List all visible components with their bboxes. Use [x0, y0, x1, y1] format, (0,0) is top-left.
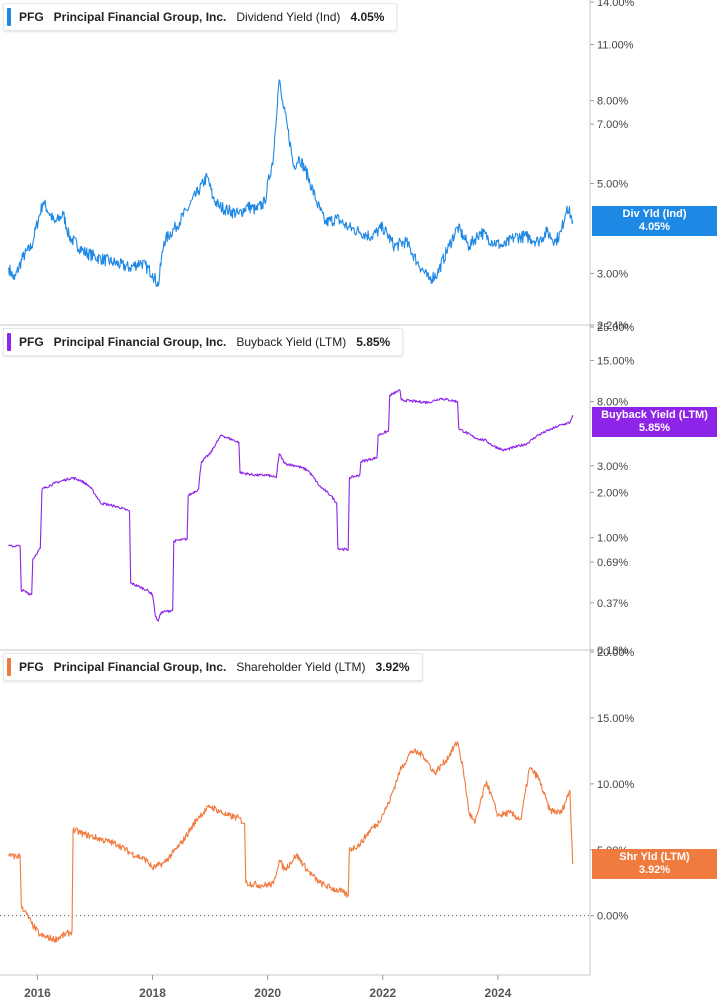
y-tick-label: 25.00% — [597, 322, 635, 334]
legend-ticker: PFG — [19, 335, 44, 349]
legend-swatch — [7, 333, 11, 351]
last-value-tag-dividend: Div Yld (Ind) 4.05% — [592, 205, 717, 236]
y-tick-label: 5.00% — [597, 178, 628, 190]
x-tick-label: 2024 — [485, 986, 512, 1000]
y-tick-label: 15.00% — [597, 355, 635, 367]
legend-value: 5.85% — [356, 335, 391, 349]
y-tick-label: 10.00% — [597, 779, 635, 791]
tag-label: Buyback Yield (LTM) — [601, 409, 708, 422]
x-tick-label: 2016 — [24, 986, 51, 1000]
y-tick-label: 7.00% — [597, 119, 628, 131]
legend-metric: Shareholder Yield (LTM) — [236, 660, 366, 674]
legend-company: Principal Financial Group, Inc. — [53, 10, 227, 24]
legend-dividend-yield: PFG Principal Financial Group, Inc. Divi… — [3, 3, 398, 31]
legend-company: Principal Financial Group, Inc. — [53, 660, 227, 674]
y-tick-label: 0.69% — [597, 557, 628, 569]
tag-value: 4.05% — [638, 220, 671, 233]
y-tick-label: 14.00% — [597, 0, 635, 9]
x-tick-label: 2018 — [139, 986, 166, 1000]
y-tick-label: 3.00% — [597, 269, 628, 281]
y-tick-label: 11.00% — [597, 40, 634, 52]
x-tick-label: 2020 — [254, 986, 281, 1000]
x-tick-label: 2022 — [369, 986, 396, 1000]
legend-buyback-yield: PFG Principal Financial Group, Inc. Buyb… — [3, 328, 404, 356]
y-tick-label: 0.00% — [597, 911, 628, 923]
y-tick-label: 3.00% — [597, 461, 628, 473]
y-tick-label: 1.00% — [597, 533, 628, 545]
y-tick-label: 0.37% — [597, 598, 628, 610]
y-tick-label: 15.00% — [597, 713, 635, 725]
legend-company: Principal Financial Group, Inc. — [53, 335, 227, 349]
legend-shareholder-yield: PFG Principal Financial Group, Inc. Shar… — [3, 653, 423, 681]
legend-metric: Buyback Yield (LTM) — [236, 335, 347, 349]
y-tick-label: 0.18% — [597, 645, 628, 657]
y-tick-label: 2.00% — [597, 487, 628, 499]
y-tick-label: 20.00% — [597, 647, 635, 659]
legend-metric: Dividend Yield (Ind) — [236, 10, 341, 24]
tag-label: Shr Yld (LTM) — [619, 850, 690, 863]
last-value-tag-buyback: Buyback Yield (LTM) 5.85% — [592, 407, 717, 438]
tag-value: 3.92% — [638, 863, 671, 876]
series-line — [8, 79, 574, 288]
y-tick-label: 2.24% — [597, 320, 628, 332]
tag-label: Div Yld (Ind) — [622, 207, 687, 220]
tag-value: 5.85% — [638, 422, 671, 435]
legend-swatch — [7, 8, 11, 26]
legend-value: 3.92% — [375, 660, 410, 674]
y-tick-label: 8.00% — [597, 96, 628, 108]
legend-ticker: PFG — [19, 10, 44, 24]
legend-value: 4.05% — [350, 10, 385, 24]
series-line — [8, 389, 574, 622]
legend-swatch — [7, 658, 11, 676]
legend-ticker: PFG — [19, 660, 44, 674]
series-line — [8, 741, 574, 943]
y-tick-label: 8.00% — [597, 397, 628, 409]
last-value-tag-shareholder: Shr Yld (LTM) 3.92% — [592, 848, 717, 879]
